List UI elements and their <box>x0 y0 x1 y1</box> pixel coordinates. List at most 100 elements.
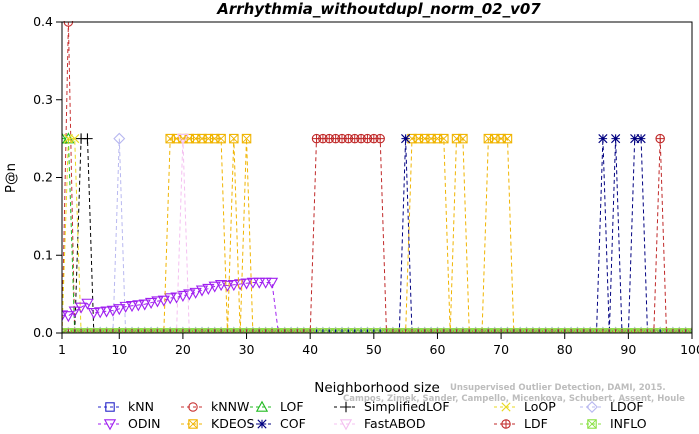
data-point-kdeos <box>165 133 175 144</box>
data-point-kdeos <box>216 133 226 144</box>
watermark-line-2: Campos, Zimek, Sander, Campello, Micenko… <box>343 394 685 404</box>
legend-marker-ldf <box>501 419 511 429</box>
data-point-ldf <box>655 133 665 144</box>
legend-marker-odin <box>103 419 117 431</box>
legend-item-fastabod: FastABOD <box>334 416 426 431</box>
data-point-odin <box>68 306 81 318</box>
legend-label-lof: LOF <box>280 399 304 414</box>
x-tick-label: 30 <box>239 342 255 357</box>
series-cof <box>62 134 692 333</box>
data-point-cof <box>401 134 411 144</box>
legend-item-ldf: LDF <box>494 416 548 431</box>
y-tick-label: 0.0 <box>33 325 53 340</box>
data-point-kdeos <box>426 133 436 144</box>
data-point-kdeos <box>502 133 513 144</box>
data-point-odin <box>144 297 158 310</box>
data-point-cof <box>611 134 621 144</box>
legend-label-knnw: kNNW <box>211 399 249 414</box>
legend-marker-simplifiedlof <box>340 401 352 413</box>
data-point-kdeos <box>413 133 424 144</box>
data-point-kdeos <box>496 133 506 144</box>
legend-item-cof: COF <box>250 416 306 431</box>
data-point-odin <box>132 300 145 312</box>
legend-label-odin: ODIN <box>128 416 161 431</box>
legend-item-odin: ODIN <box>98 416 161 431</box>
data-point-odin <box>170 292 183 304</box>
legend-label-inflo: INFLO <box>610 416 647 431</box>
legend-label-cof: COF <box>280 416 306 431</box>
legend-label-simplifiedlof: SimplifiedLOF <box>364 399 450 414</box>
legend-marker-fastabod <box>339 419 353 431</box>
data-point-cof <box>636 134 646 144</box>
x-tick-label: 10 <box>111 342 127 357</box>
data-point-kdeos <box>439 133 449 144</box>
data-point-odin <box>164 293 177 305</box>
watermark-line-1: Unsupervised Outlier Detection, DAMI, 20… <box>450 383 666 393</box>
data-point-loop <box>70 134 80 144</box>
legend-item-inflo: INFLO <box>580 416 647 431</box>
data-point-odin <box>265 277 279 289</box>
x-tick-label: 100 <box>680 342 699 357</box>
data-point-kdeos <box>171 133 182 144</box>
data-point-ldof <box>113 132 126 145</box>
legend-marker-inflo <box>587 419 597 429</box>
y-axis: 0.0 0.1 0.2 0.3 0.4 <box>33 14 62 340</box>
data-point-odin <box>189 287 202 299</box>
y-tick-label: 0.1 <box>33 247 53 262</box>
x-tick-label: 1 <box>58 342 66 357</box>
x-tick-label: 20 <box>175 342 191 357</box>
data-point-kdeos <box>209 133 220 144</box>
data-point-kdeos <box>451 133 462 144</box>
series-kdeos <box>62 133 692 333</box>
data-point-odin <box>202 283 215 296</box>
series-ldof <box>62 132 692 333</box>
data-point-odin <box>227 280 240 292</box>
x-axis: 1 10 20 30 40 50 60 70 80 90 100 <box>58 333 699 357</box>
y-tick-label: 0.2 <box>33 170 53 185</box>
data-point-kdeos <box>197 133 207 144</box>
data-point-odin <box>176 290 190 303</box>
legend-item-knn: kNN <box>98 399 154 414</box>
legend: kNN kNNW LOF SimplifiedLOF LoOP LDOF ODIN KDEOS… <box>98 399 647 431</box>
data-point-odin <box>106 305 120 317</box>
legend-item-lof: LOF <box>250 399 304 414</box>
legend-item-simplifiedlof: SimplifiedLOF <box>334 399 450 414</box>
data-point-odin <box>119 301 132 313</box>
x-tick-label: 40 <box>302 342 318 357</box>
legend-label-knn: kNN <box>128 399 154 414</box>
series-line-kdeos <box>62 138 692 333</box>
data-point-odin <box>183 289 196 301</box>
legend-item-knnw: kNNW <box>181 399 249 414</box>
data-point-fastabod <box>176 133 190 145</box>
data-point-lof <box>62 132 69 144</box>
legend-marker-ldof <box>586 401 598 413</box>
legend-item-kdeos: KDEOS <box>181 416 255 431</box>
legend-label-kdeos: KDEOS <box>211 416 255 431</box>
data-point-odin <box>195 285 209 297</box>
data-point-odin <box>151 296 164 308</box>
data-point-odin <box>253 277 266 289</box>
legend-item-loop: LoOP <box>494 399 556 414</box>
data-point-odin <box>74 302 88 314</box>
series-line-knnw <box>62 21 692 333</box>
data-point-odin <box>259 277 272 289</box>
y-tick-label: 0.4 <box>33 14 53 29</box>
data-point-odin <box>221 280 234 292</box>
chart-title: Arrhythmia_withoutdupl_norm_02_v07 <box>216 0 541 18</box>
data-point-odin <box>100 306 113 318</box>
y-tick-label: 0.3 <box>33 92 53 107</box>
data-point-odin <box>113 304 126 316</box>
data-point-simplifiedlof <box>82 133 93 144</box>
data-point-kdeos <box>458 133 468 144</box>
legend-marker-knnw <box>188 402 198 412</box>
legend-marker-loop <box>501 402 511 412</box>
data-point-odin <box>138 299 151 311</box>
series-knnw <box>62 21 692 333</box>
legend-label-fastabod: FastABOD <box>364 416 426 431</box>
data-point-cof <box>598 134 608 144</box>
x-tick-label: 60 <box>430 342 446 357</box>
legend-label-ldof: LDOF <box>610 399 644 414</box>
data-point-odin <box>208 281 221 293</box>
data-point-kdeos <box>489 133 500 144</box>
